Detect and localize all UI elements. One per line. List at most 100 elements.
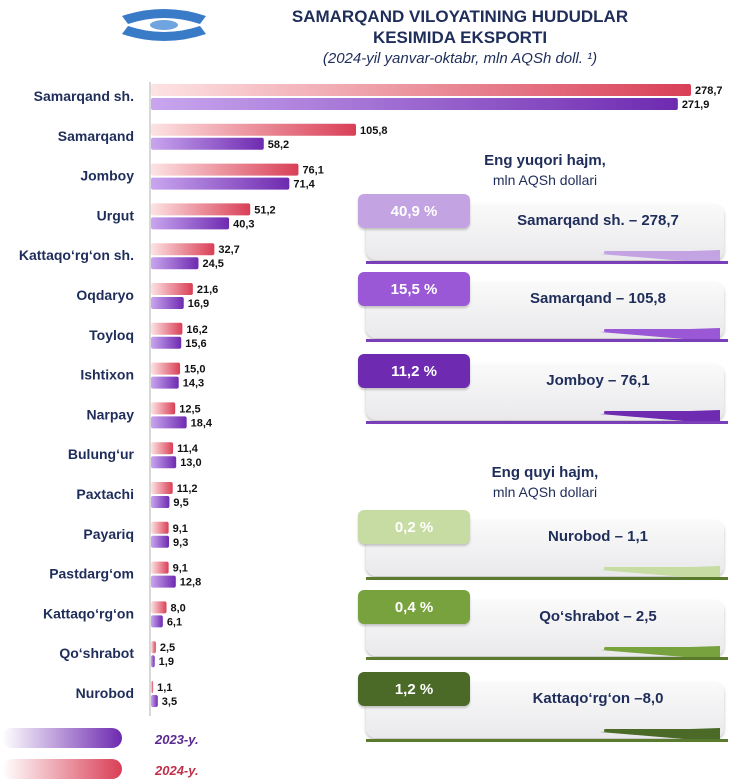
bottom-card-2-text: Qo‘shrabot – 2,5 bbox=[539, 608, 657, 625]
top-card-1-underline bbox=[366, 261, 728, 264]
bottom-card-2-tail bbox=[600, 646, 720, 660]
category-label-samarqand: Samarqand bbox=[58, 128, 134, 144]
bottom-panel-heading: Eng quyi hajm, mln AQSh dollari bbox=[420, 464, 670, 500]
category-label-nurobod: Nurobod bbox=[76, 685, 134, 701]
bars-group: Samarqand sh. 278,7 271,9 Samarqand 105,8 58,… bbox=[19, 84, 723, 708]
value-label-2023-urgut: 40,3 bbox=[233, 218, 254, 230]
bar-2023-toyloq bbox=[151, 336, 182, 349]
bottom-card-1-underline bbox=[366, 577, 728, 580]
bottom-card-3-badge: 1,2 % bbox=[358, 672, 470, 706]
top-card-2-underline bbox=[366, 339, 728, 342]
category-label-ishtixon: Ishtixon bbox=[80, 367, 134, 383]
top-card-2: 15,5 % Samarqand – 105,8 bbox=[358, 272, 728, 342]
bar-2023-payariq bbox=[151, 535, 170, 548]
bar-2023-bulung-ur bbox=[151, 456, 177, 469]
value-label-2024-samarqand-sh: 278,7 bbox=[695, 85, 723, 97]
category-label-payariq: Payariq bbox=[83, 526, 134, 542]
bar-2023-ishtixon bbox=[151, 376, 179, 389]
page-subtitle: (2024-yil yanvar-oktabr, mln AQSh doll. … bbox=[322, 50, 598, 67]
value-label-2024-narpay: 12,5 bbox=[179, 403, 200, 415]
bar-2023-paxtachi bbox=[151, 496, 170, 508]
bar-2023-pastdarg-om bbox=[151, 575, 176, 588]
bottom-card-2-badge: 0,4 % bbox=[358, 590, 470, 624]
bar-2023-urgut bbox=[151, 217, 230, 230]
category-label-kattaqo-rg-on-sh: Kattaqo‘rg‘on sh. bbox=[19, 247, 134, 263]
bottom-card-2: 0,4 % Qo‘shrabot – 2,5 bbox=[358, 590, 728, 660]
value-label-2023-kattaqo-rg-on: 6,1 bbox=[167, 616, 182, 628]
value-label-2023-payariq: 9,3 bbox=[173, 537, 188, 549]
bar-2023-samarqand bbox=[151, 137, 264, 150]
bar-2024-pastdarg-om bbox=[151, 561, 169, 574]
category-label-samarqand-sh: Samarqand sh. bbox=[34, 88, 134, 104]
value-label-2024-samarqand: 105,8 bbox=[360, 125, 388, 137]
value-label-2023-kattaqo-rg-on-sh: 24,5 bbox=[202, 258, 223, 270]
top-card-3-badge: 11,2 % bbox=[358, 354, 470, 388]
bar-2024-qo-shrabot bbox=[151, 641, 156, 654]
bottom-card-1-badge: 0,2 % bbox=[358, 510, 470, 544]
value-label-2023-toyloq: 15,6 bbox=[185, 338, 206, 350]
page-title: SAMARQAND VILOYATINING HUDUDLAR KESIMIDA… bbox=[200, 6, 720, 48]
value-label-2023-pastdarg-om: 12,8 bbox=[180, 577, 201, 589]
top-card-3: 11,2 % Jomboy – 76,1 bbox=[358, 354, 728, 424]
category-label-oqdaryo: Oqdaryo bbox=[76, 287, 134, 303]
top-card-2-badge: 15,5 % bbox=[358, 272, 470, 306]
value-label-2024-oqdaryo: 21,6 bbox=[197, 284, 218, 296]
value-label-2023-oqdaryo: 16,9 bbox=[188, 298, 209, 310]
category-label-qo-shrabot: Qo‘shrabot bbox=[59, 645, 134, 661]
value-label-2024-kattaqo-rg-on-sh: 32,7 bbox=[218, 244, 239, 256]
legend: 2023-y. 2024-y. bbox=[2, 728, 199, 779]
top-card-1-tail bbox=[600, 250, 720, 264]
value-label-2023-narpay: 18,4 bbox=[191, 417, 213, 429]
bottom-card-2-underline bbox=[366, 657, 728, 660]
value-label-2023-bulung-ur: 13,0 bbox=[180, 457, 201, 469]
legend-swatch-2024 bbox=[2, 759, 122, 779]
legend-swatch-2023 bbox=[2, 728, 122, 748]
bar-2024-samarqand bbox=[151, 123, 356, 136]
logo-icon bbox=[122, 9, 206, 41]
top-card-3-tail bbox=[600, 410, 720, 424]
top-card-1-badge: 40,9 % bbox=[358, 194, 470, 228]
value-label-2023-qo-shrabot: 1,9 bbox=[159, 656, 174, 668]
category-label-urgut: Urgut bbox=[97, 207, 135, 223]
bottom-card-3-text: Kattaqo‘rg‘on –8,0 bbox=[532, 690, 664, 707]
value-label-2023-nurobod: 3,5 bbox=[162, 696, 177, 708]
value-label-2023-ishtixon: 14,3 bbox=[183, 378, 204, 390]
top-card-3-text: Jomboy – 76,1 bbox=[546, 372, 650, 389]
value-label-2024-urgut: 51,2 bbox=[254, 204, 275, 216]
value-label-2024-jomboy: 76,1 bbox=[302, 165, 323, 177]
bar-2024-paxtachi bbox=[151, 482, 173, 494]
bar-2023-kattaqo-rg-on bbox=[151, 615, 163, 628]
value-label-2023-samarqand-sh: 271,9 bbox=[682, 99, 710, 111]
value-label-2024-nurobod: 1,1 bbox=[157, 682, 172, 694]
bottom-card-1: 0,2 % Nurobod – 1,1 bbox=[358, 510, 728, 580]
bar-2024-jomboy bbox=[151, 163, 299, 176]
bottom-card-3: 1,2 % Kattaqo‘rg‘on –8,0 bbox=[358, 672, 728, 742]
title-line-1: SAMARQAND VILOYATINING HUDUDLAR bbox=[291, 7, 629, 26]
top-card-2-tail bbox=[600, 328, 720, 342]
category-label-narpay: Narpay bbox=[87, 406, 135, 422]
category-label-toyloq: Toyloq bbox=[89, 327, 134, 343]
bar-2023-kattaqo-rg-on-sh bbox=[151, 257, 199, 270]
bar-2024-oqdaryo bbox=[151, 283, 193, 295]
value-label-2024-toyloq: 16,2 bbox=[186, 324, 207, 336]
top-card-3-underline bbox=[366, 421, 728, 424]
value-label-2024-pastdarg-om: 9,1 bbox=[173, 563, 188, 575]
bar-2024-ishtixon bbox=[151, 362, 181, 375]
bottom-card-1-text: Nurobod – 1,1 bbox=[547, 528, 648, 545]
legend-label-2024: 2024-y. bbox=[154, 763, 199, 778]
bar-2023-oqdaryo bbox=[151, 297, 184, 309]
top-panel-heading: Eng yuqori hajm, mln AQSh dollari bbox=[420, 152, 670, 188]
category-label-jomboy: Jomboy bbox=[80, 168, 134, 184]
bar-2024-kattaqo-rg-on-sh bbox=[151, 243, 215, 256]
value-label-2023-jomboy: 71,4 bbox=[293, 179, 315, 191]
bottom-panel-unit: mln AQSh dollari bbox=[492, 484, 598, 500]
bar-2024-kattaqo-rg-on bbox=[151, 601, 167, 614]
top-panel-title: Eng yuqori hajm, bbox=[484, 152, 606, 169]
value-label-2024-qo-shrabot: 2,5 bbox=[160, 642, 175, 654]
value-label-2024-bulung-ur: 11,4 bbox=[177, 443, 199, 455]
bottom-panel-title: Eng quyi hajm, bbox=[491, 464, 599, 481]
bar-2024-urgut bbox=[151, 203, 251, 216]
bar-2024-toyloq bbox=[151, 322, 183, 335]
value-label-2023-paxtachi: 9,5 bbox=[173, 497, 188, 509]
